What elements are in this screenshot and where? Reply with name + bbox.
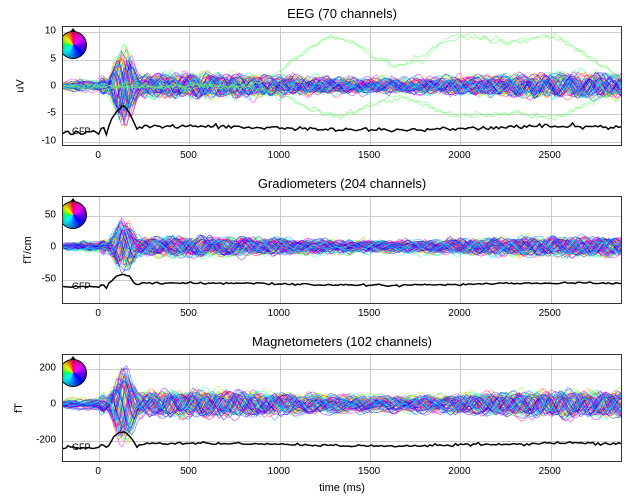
x-tick-label: 1500 — [358, 150, 380, 161]
x-tick-label: 0 — [95, 308, 101, 319]
y-tick-label: 10 — [45, 26, 56, 37]
x-tick-label: 2500 — [539, 308, 561, 319]
y-tick-label: 0 — [50, 241, 56, 252]
x-tick-label: 2500 — [539, 466, 561, 477]
x-tick-label: 2000 — [448, 150, 470, 161]
x-tick-label: 2000 — [448, 466, 470, 477]
y-tick-label: -200 — [36, 435, 56, 446]
x-tick-label: 1000 — [268, 308, 290, 319]
y-tick-label: 0 — [50, 81, 56, 92]
y-tick-label: 5 — [50, 53, 56, 64]
y-tick-label: -5 — [47, 108, 56, 119]
y-axis-label: fT — [13, 403, 25, 413]
y-tick-label: 200 — [39, 363, 56, 374]
y-axis-label: uV — [15, 79, 27, 92]
x-tick-label: 500 — [180, 308, 197, 319]
x-tick-label: 500 — [180, 466, 197, 477]
gfp-label: GFP — [72, 281, 91, 291]
gfp-label: GFP — [72, 126, 91, 136]
x-axis-label: time (ms) — [62, 482, 622, 494]
x-tick-label: 500 — [180, 150, 197, 161]
y-tick-label: -10 — [42, 135, 56, 146]
signal-lines — [63, 197, 621, 303]
plot-area: GFP — [62, 354, 622, 462]
y-tick-label: 50 — [45, 210, 56, 221]
plot-area: GFP — [62, 196, 622, 304]
plot-area: GFP — [62, 26, 622, 146]
y-tick-label: 0 — [50, 399, 56, 410]
subplot-title: Magnetometers (102 channels) — [62, 334, 622, 349]
subplot-mag: Magnetometers (102 channels)fTGFP0500100… — [62, 354, 622, 462]
subplot-grad: Gradiometers (204 channels)fT/cmGFP05001… — [62, 196, 622, 304]
subplot-eeg: EEG (70 channels)uVGFP050010001500200025… — [62, 26, 622, 146]
signal-lines — [63, 355, 621, 461]
y-axis-label: fT/cm — [22, 236, 34, 264]
subplot-title: EEG (70 channels) — [62, 6, 622, 21]
x-tick-label: 2000 — [448, 308, 470, 319]
x-tick-label: 0 — [95, 150, 101, 161]
y-tick-label: -50 — [42, 273, 56, 284]
x-tick-label: 2500 — [539, 150, 561, 161]
subplot-title: Gradiometers (204 channels) — [62, 176, 622, 191]
x-tick-label: 1000 — [268, 150, 290, 161]
x-tick-label: 1500 — [358, 308, 380, 319]
gfp-label: GFP — [72, 442, 91, 452]
x-tick-label: 1500 — [358, 466, 380, 477]
x-tick-label: 1000 — [268, 466, 290, 477]
signal-lines — [63, 27, 621, 145]
figure: EEG (70 channels)uVGFP050010001500200025… — [0, 0, 640, 500]
x-tick-label: 0 — [95, 466, 101, 477]
